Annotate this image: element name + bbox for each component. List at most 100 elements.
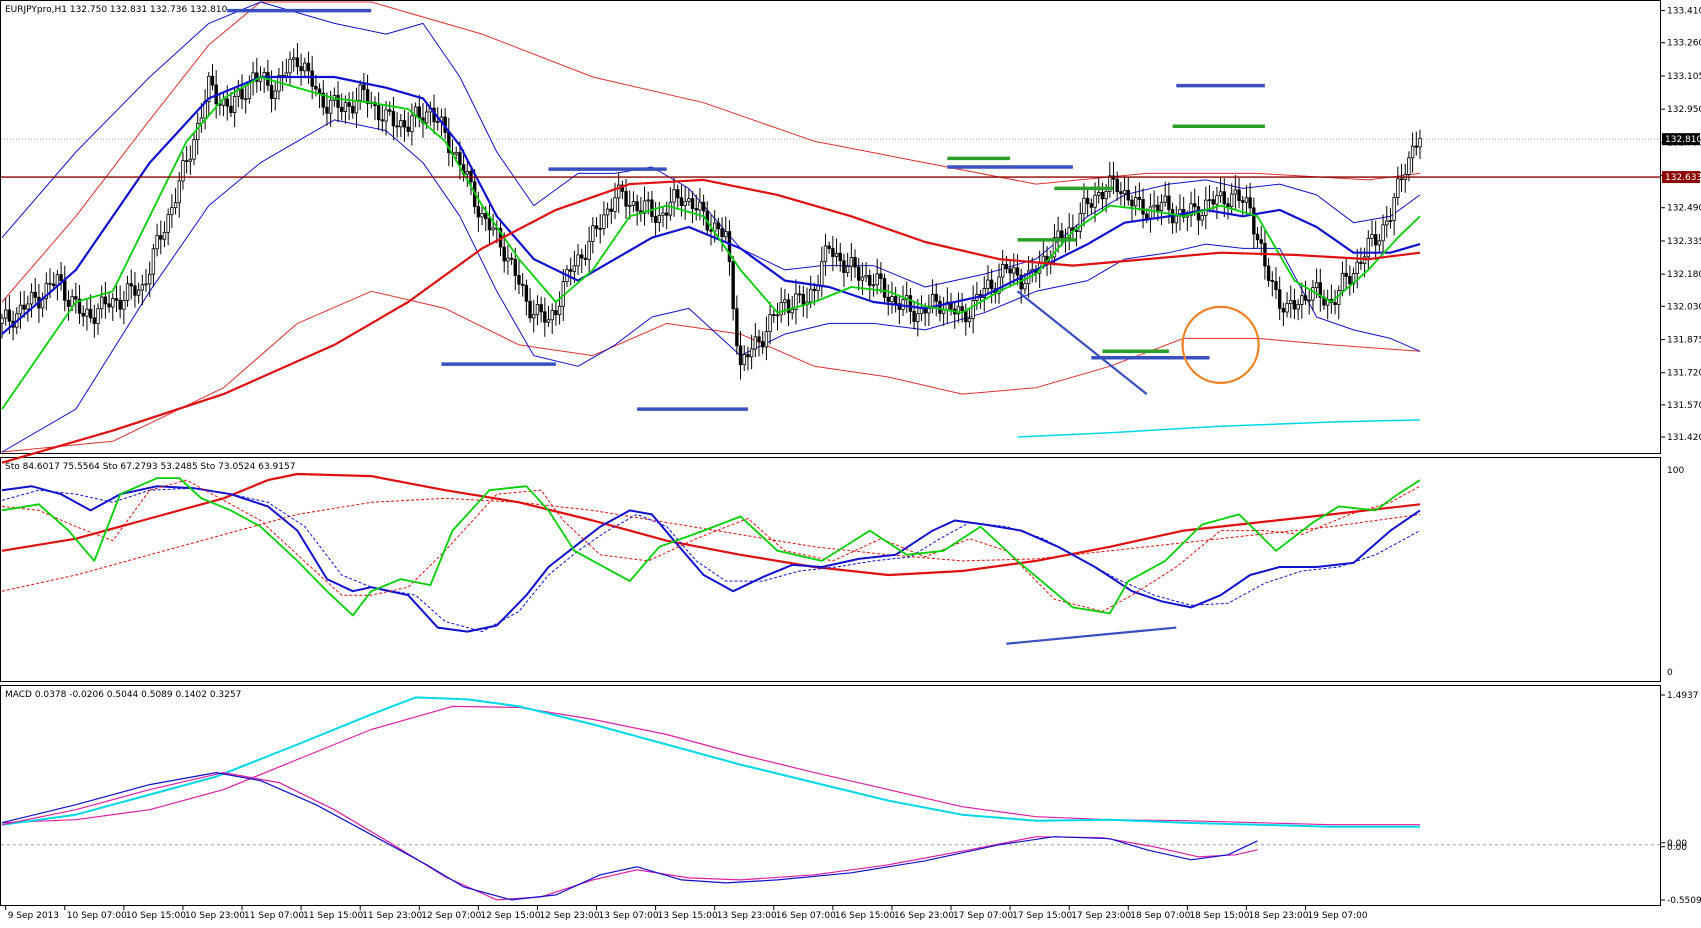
candle-body <box>1396 178 1400 198</box>
candle-body <box>1392 197 1396 221</box>
candle-body <box>1108 175 1112 192</box>
cyan-trend-line <box>1017 419 1421 438</box>
candle-body <box>162 231 167 240</box>
candle-body <box>557 305 562 316</box>
candle-body <box>1167 195 1171 210</box>
candle-body <box>170 207 174 216</box>
candle-body <box>188 158 193 162</box>
price-panel-frame[interactable] <box>0 0 1661 454</box>
price-tick-label: 131.875 <box>1667 336 1701 346</box>
candle-body <box>465 170 469 175</box>
candle-body <box>1207 199 1212 202</box>
candle-body <box>1303 295 1308 301</box>
candle-body <box>694 208 698 211</box>
candle-body <box>26 303 30 310</box>
candle-body <box>897 303 902 310</box>
candle-body <box>1163 195 1167 203</box>
candle-body <box>613 197 617 212</box>
candle-body <box>155 235 159 250</box>
candle-body <box>524 284 529 302</box>
candle-body <box>1001 264 1005 278</box>
annotation-circle <box>1181 305 1260 384</box>
candle-body <box>794 293 798 310</box>
candle-body <box>240 88 244 100</box>
candle-body <box>295 57 300 68</box>
candle-body <box>1348 276 1352 285</box>
candle-body <box>410 115 414 132</box>
x-tick-label: 10 Sep 23:00 <box>185 911 245 921</box>
macd-signal-line <box>1 771 1258 901</box>
candle-body <box>775 314 780 317</box>
candle-body <box>1023 283 1027 290</box>
candle-body <box>1226 203 1230 207</box>
candle-body <box>676 189 680 199</box>
stochastic-fast-signal-line <box>1 479 1421 612</box>
candle-body <box>306 62 311 72</box>
candle-body <box>1292 300 1297 310</box>
x-tick-label: 19 Sep 07:00 <box>1308 911 1368 921</box>
candle-body <box>347 102 351 107</box>
candle-body <box>1085 197 1090 205</box>
candle-body <box>1255 233 1260 241</box>
macd-panel-title: MACD 0.0378 -0.0206 0.5044 0.5089 0.1402… <box>5 690 241 700</box>
candle-body <box>1008 268 1012 274</box>
candle-body <box>399 120 403 128</box>
candle-body <box>96 308 100 324</box>
candle-body <box>192 139 196 160</box>
candle-body <box>1252 207 1256 235</box>
macd-slow-line <box>1 696 1420 828</box>
candle-body <box>1237 189 1241 202</box>
macd-slow-signal-line <box>1 705 1420 826</box>
candle-body <box>1311 287 1315 301</box>
candle-body <box>672 189 676 203</box>
candle-body <box>1244 197 1249 203</box>
candle-body <box>1370 234 1374 239</box>
candle-body <box>941 309 946 314</box>
candle-body <box>1159 201 1164 211</box>
price-panel-title: EURJPYpro,H1 132.750 132.831 132.736 132… <box>5 5 228 15</box>
price-layer <box>0 1 1660 464</box>
candle-body <box>1414 145 1419 148</box>
candle-body <box>1004 264 1009 270</box>
candle-body <box>661 212 665 216</box>
candle-body <box>1385 220 1389 226</box>
x-tick-label: 10 Sep 07:00 <box>67 911 127 921</box>
candle-body <box>384 109 388 122</box>
candle-body <box>406 126 410 132</box>
candle-body <box>480 213 484 218</box>
bollinger-mid-line <box>1 75 1421 335</box>
candle-body <box>487 218 492 231</box>
candle-body <box>244 98 248 101</box>
candle-body <box>657 214 662 223</box>
candle-body <box>173 202 178 209</box>
candle-body <box>594 225 599 229</box>
candle-body <box>1082 197 1086 215</box>
candle-body <box>144 283 148 286</box>
candle-body <box>1196 206 1201 221</box>
candle-body <box>166 214 170 233</box>
candle-body <box>587 240 591 260</box>
candle-body <box>354 99 359 114</box>
candle-body <box>820 261 824 286</box>
candle-body <box>1012 267 1016 274</box>
candle-body <box>85 308 89 317</box>
axes-layer: 133.410133.260133.105132.950132.795132.6… <box>5 7 1701 921</box>
candle-body <box>88 308 93 319</box>
x-tick-label: 12 Sep 23:00 <box>539 911 599 921</box>
candle-body <box>1193 203 1197 208</box>
candle-body <box>1222 191 1226 205</box>
candle-body <box>111 298 115 308</box>
candle-body <box>303 62 307 72</box>
x-tick-label: 18 Sep 07:00 <box>1130 911 1190 921</box>
candle-body <box>827 245 831 249</box>
candle-body <box>772 314 776 316</box>
candle-body <box>491 227 495 231</box>
candle-body <box>1126 189 1130 201</box>
candle-body <box>845 266 850 273</box>
candle-body <box>653 216 658 223</box>
candle-body <box>1407 157 1411 175</box>
macd-panel-frame[interactable] <box>0 685 1661 906</box>
candle-body <box>454 152 458 155</box>
candle-body <box>1052 237 1057 258</box>
candle-body <box>317 88 322 94</box>
